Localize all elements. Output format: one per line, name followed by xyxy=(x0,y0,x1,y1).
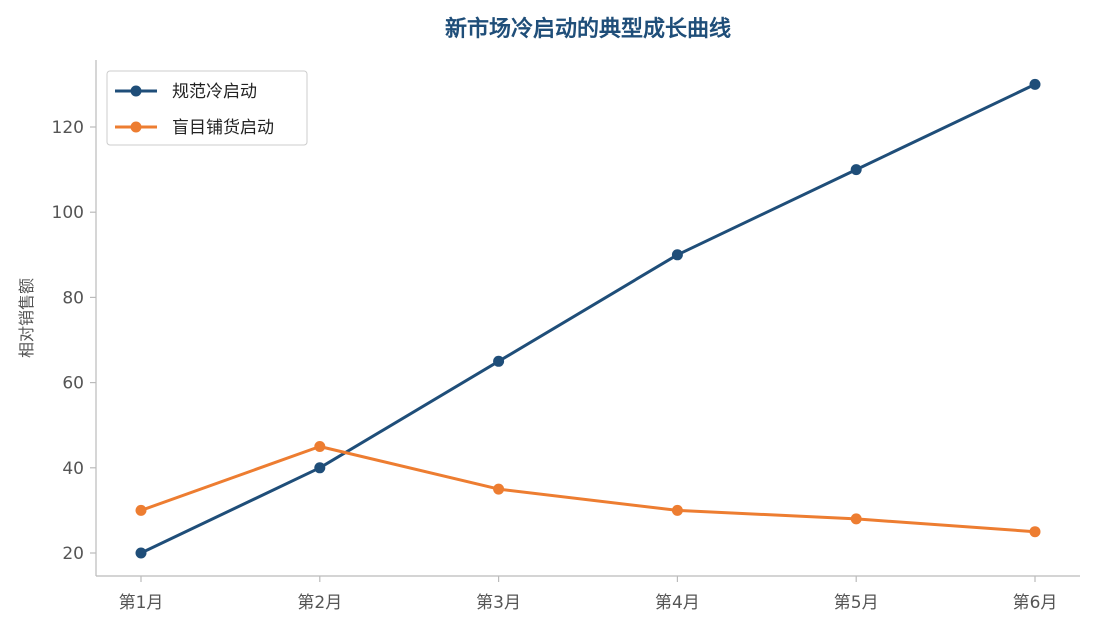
x-tick-label: 第2月 xyxy=(297,593,342,613)
legend-label: 盲目铺货启动 xyxy=(172,118,274,138)
y-axis-label: 相对销售额 xyxy=(17,278,36,358)
series-line xyxy=(139,445,1037,534)
x-tick-label: 第1月 xyxy=(119,593,164,613)
data-point xyxy=(671,504,683,516)
x-ticks: 第1月 第2月 第3月 第4月 第5月 第6月 xyxy=(119,576,1058,613)
x-tick-label: 第5月 xyxy=(834,593,879,613)
series-2 xyxy=(135,441,1041,538)
x-tick-label: 第6月 xyxy=(1013,593,1058,613)
y-ticks: 20 40 60 80 100 120 xyxy=(52,118,96,564)
data-point xyxy=(135,504,147,516)
data-point xyxy=(850,513,862,525)
y-tick-label: 60 xyxy=(62,374,84,394)
x-tick-label: 第3月 xyxy=(476,593,521,613)
x-tick-label: 第4月 xyxy=(655,593,700,613)
legend-label: 规范冷启动 xyxy=(172,82,257,102)
y-tick-label: 40 xyxy=(62,459,84,479)
data-point xyxy=(1029,78,1041,90)
data-point xyxy=(314,441,326,452)
legend-marker xyxy=(130,121,142,133)
data-point xyxy=(493,483,505,495)
series-1 xyxy=(135,78,1041,559)
data-point xyxy=(135,547,147,559)
axes: 20 40 60 80 100 120 第1月 第2月 第3月 第4月 第5月 第6月 xyxy=(52,60,1080,613)
data-point xyxy=(850,164,862,176)
series-line xyxy=(139,82,1037,555)
data-point xyxy=(314,462,326,474)
legend-marker xyxy=(130,85,142,97)
chart-title: 新市场冷启动的典型成长曲线 xyxy=(445,16,731,42)
y-tick-label: 80 xyxy=(62,288,84,308)
data-point xyxy=(493,355,505,367)
y-tick-label: 20 xyxy=(62,544,84,564)
data-point xyxy=(671,249,683,261)
series-group xyxy=(135,78,1041,559)
y-tick-label: 120 xyxy=(52,118,84,138)
y-tick-label: 100 xyxy=(52,203,84,223)
data-point xyxy=(1029,526,1041,538)
